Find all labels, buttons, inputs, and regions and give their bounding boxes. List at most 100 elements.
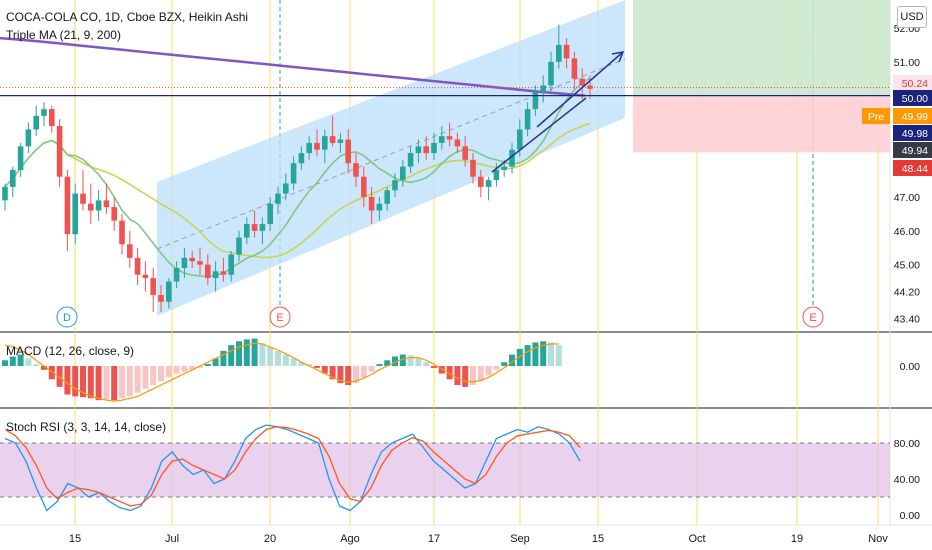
candle-body (25, 129, 32, 147)
macd-bar (165, 366, 172, 378)
chart-title: COCA-COLA CO, 1D, Cboe BZX, Heikin Ashi (6, 10, 249, 24)
candle-body (205, 264, 211, 279)
candle-body (306, 142, 312, 154)
candle-body (158, 295, 164, 302)
price-label-text: 50.00 (902, 93, 928, 105)
macd-bar (509, 354, 515, 366)
macd-bar (392, 356, 398, 366)
macd-bar (25, 358, 32, 366)
candle-body (49, 109, 55, 127)
macd-bar (314, 366, 320, 368)
candle-body (384, 190, 390, 204)
event-marker (269, 306, 291, 328)
macd-bar (407, 355, 414, 366)
ma-legend: Triple MA (21, 9, 200) (6, 28, 121, 42)
candle-body (134, 257, 141, 275)
time-tick-label: 19 (791, 533, 803, 545)
candle-body (446, 136, 453, 140)
time-tick-label: Nov (868, 533, 888, 545)
macd-bar (197, 366, 203, 368)
parallel-channel[interactable] (156, 0, 626, 316)
macd-bar (251, 338, 258, 366)
candle-body (119, 220, 125, 245)
candle-body (283, 183, 289, 194)
price-tick-label: 47.00 (894, 192, 920, 204)
macd-bar (415, 358, 422, 366)
macd-bar (321, 366, 328, 374)
candle-body (368, 197, 375, 211)
macd-bar (103, 366, 110, 400)
macd-bar (158, 366, 164, 382)
candle-body (431, 142, 437, 154)
price-tick-label: 46.00 (894, 226, 920, 238)
candle-body (532, 92, 539, 110)
macd-bar (111, 366, 118, 401)
macd-bar (516, 348, 523, 366)
candle-body (259, 224, 266, 231)
time-tick-label: Oct (688, 533, 705, 545)
macd-bar (119, 366, 125, 399)
candle-body (454, 139, 461, 147)
time-tick-label: Ago (340, 533, 360, 545)
stoch-k-line (4, 424, 581, 512)
candle-body (571, 58, 578, 79)
macd-bar (431, 366, 437, 368)
candle-body (298, 153, 305, 164)
macd-bar (142, 366, 149, 389)
candle-body (509, 149, 515, 167)
macd-bar (438, 366, 445, 374)
candle-body (33, 115, 39, 130)
macd-bar (399, 354, 406, 366)
candle-body (64, 176, 71, 235)
trend-lines[interactable] (491, 51, 625, 173)
ma-21-line (4, 122, 591, 259)
channel-midline (156, 58, 626, 250)
macd-bar (236, 341, 242, 366)
macd-bar (485, 366, 492, 376)
macd-bar (423, 362, 430, 366)
candle-body (290, 163, 297, 184)
macd-bar (555, 345, 562, 366)
candle-body (127, 244, 133, 258)
candle-body (181, 257, 188, 268)
macd-pane (2, 338, 562, 402)
price-labels: 50.24 50.00 49.99 Pre 49.98 49.94 48.44 (862, 75, 932, 176)
macd-bar (345, 366, 352, 385)
stoch-tick-label: 80.00 (894, 438, 920, 450)
macd-bar (376, 364, 383, 366)
candle-body (556, 44, 562, 62)
macd-bar (290, 358, 297, 366)
macd-tick-label: 0.00 (900, 361, 921, 373)
macd-bar (360, 366, 367, 378)
event-marker-label: D (63, 312, 71, 324)
macd-bar (64, 366, 71, 395)
price-label-tag: Pre (868, 111, 885, 123)
macd-bar (33, 364, 40, 366)
time-tick-label: 15 (69, 533, 81, 545)
macd-legend: MACD (12, 26, close, 9) (6, 344, 135, 358)
forecast-arrow-head (611, 51, 625, 63)
time-tick-label: 20 (264, 533, 276, 545)
currency-button[interactable]: USD (897, 6, 927, 28)
candle-body (439, 136, 445, 143)
macd-bar (228, 345, 235, 366)
price-label-text: 49.94 (902, 145, 928, 157)
candle-body (88, 203, 94, 211)
trend-arrow-line (491, 97, 587, 173)
macd-bar (524, 345, 531, 366)
candle-body (212, 271, 219, 279)
candle-body (236, 237, 242, 255)
price-label-text: 49.99 (902, 111, 928, 123)
macd-bar (204, 364, 211, 366)
candle-body (493, 169, 500, 181)
candle-body (314, 142, 320, 150)
macd-bar (329, 366, 336, 380)
candle-body (275, 193, 281, 204)
event-marker (56, 306, 78, 328)
candle-body (251, 224, 258, 231)
macd-bar (72, 366, 79, 397)
macd-bar (337, 366, 344, 384)
candle-body (501, 166, 507, 170)
